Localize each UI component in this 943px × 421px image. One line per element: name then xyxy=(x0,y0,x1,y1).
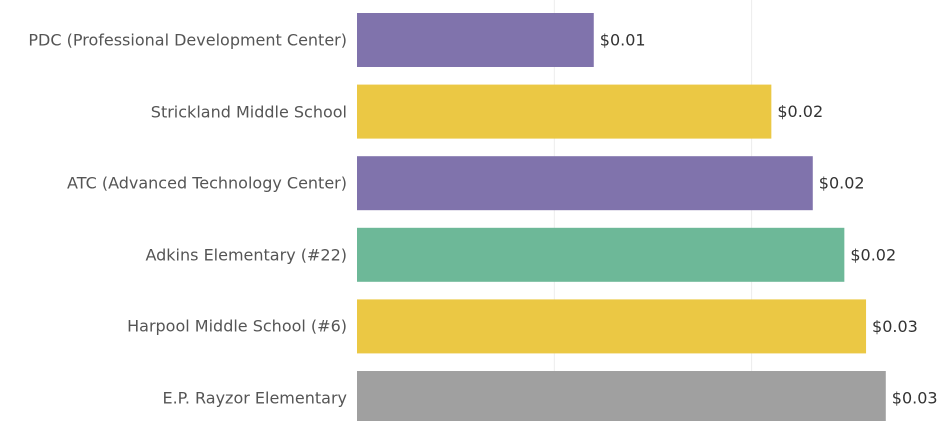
category-label: ATC (Advanced Technology Center) xyxy=(67,173,347,193)
category-label: Adkins Elementary (#22) xyxy=(145,245,347,265)
bar xyxy=(357,156,813,211)
bar xyxy=(357,371,886,421)
value-label: $0.02 xyxy=(850,245,896,264)
value-label: $0.03 xyxy=(892,389,938,408)
value-label: $0.02 xyxy=(777,102,823,121)
value-label: $0.01 xyxy=(600,31,646,50)
bar xyxy=(357,84,772,139)
category-label: Strickland Middle School xyxy=(150,102,347,122)
bar xyxy=(357,13,594,67)
bar xyxy=(357,227,845,282)
bar xyxy=(357,299,867,354)
category-label: Harpool Middle School (#6) xyxy=(127,316,347,336)
value-label: $0.02 xyxy=(819,174,865,193)
value-label: $0.03 xyxy=(872,317,918,336)
category-label: PDC (Professional Development Center) xyxy=(28,30,347,50)
category-label: E.P. Rayzor Elementary xyxy=(162,388,347,408)
